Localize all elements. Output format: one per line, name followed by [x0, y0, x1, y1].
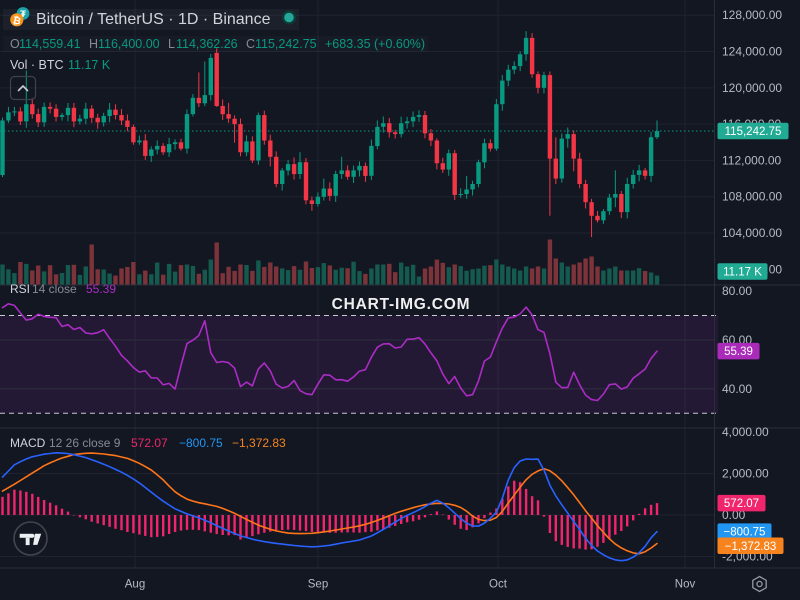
svg-text:CHART-IMG.COM: CHART-IMG.COM — [332, 296, 471, 313]
svg-text:H: H — [89, 37, 98, 51]
svg-text:−800.75: −800.75 — [179, 436, 223, 450]
svg-text:Nov: Nov — [675, 579, 696, 591]
svg-text:114,362.26: 114,362.26 — [176, 37, 238, 51]
svg-text:₿: ₿ — [11, 14, 21, 27]
svg-text:Sep: Sep — [308, 579, 328, 591]
svg-text:−800.75: −800.75 — [724, 527, 766, 539]
svg-text:115,242.75: 115,242.75 — [255, 37, 317, 51]
svg-text:572.07: 572.07 — [131, 436, 168, 450]
svg-text:11.17 K: 11.17 K — [723, 267, 762, 279]
svg-text:4,000.00: 4,000.00 — [722, 425, 769, 439]
svg-text:L: L — [168, 37, 175, 51]
svg-text:124,000.00: 124,000.00 — [722, 45, 782, 59]
svg-text:11.17 K: 11.17 K — [68, 58, 111, 72]
svg-text:120,000.00: 120,000.00 — [722, 81, 782, 95]
svg-text:108,000.00: 108,000.00 — [722, 190, 782, 204]
svg-text:Bitcoin / TetherUS · 1D · Bina: Bitcoin / TetherUS · 1D · Binance — [36, 11, 271, 28]
svg-text:116,400.00: 116,400.00 — [98, 37, 160, 51]
svg-text:14 close: 14 close — [32, 282, 77, 296]
svg-text:MACD: MACD — [10, 436, 46, 450]
svg-text:C: C — [246, 37, 255, 51]
svg-text:128,000.00: 128,000.00 — [722, 8, 782, 22]
svg-text:Vol · BTC: Vol · BTC — [10, 58, 64, 72]
svg-text:0.00: 0.00 — [722, 508, 746, 522]
svg-text:2,000.00: 2,000.00 — [722, 467, 769, 481]
svg-text:O: O — [10, 37, 20, 51]
svg-text:572.07: 572.07 — [724, 498, 759, 510]
svg-text:Oct: Oct — [489, 579, 508, 591]
svg-text:55.39: 55.39 — [86, 282, 116, 296]
svg-text:112,000.00: 112,000.00 — [722, 153, 781, 167]
svg-text:104,000.00: 104,000.00 — [722, 226, 782, 240]
svg-text:₮: ₮ — [20, 9, 26, 20]
svg-text:115,242.75: 115,242.75 — [725, 126, 782, 138]
svg-text:−1,372.83: −1,372.83 — [725, 541, 776, 553]
svg-text:−1,372.83: −1,372.83 — [232, 436, 286, 450]
svg-text:+683.35 (+0.60%): +683.35 (+0.60%) — [325, 37, 425, 51]
svg-text:114,559.41: 114,559.41 — [19, 37, 81, 51]
svg-text:40.00: 40.00 — [722, 382, 752, 396]
svg-text:55.39: 55.39 — [724, 346, 753, 358]
svg-text:80.00: 80.00 — [722, 284, 752, 298]
svg-text:Aug: Aug — [125, 579, 145, 591]
svg-text:RSI: RSI — [10, 282, 30, 296]
svg-text:12 26 close 9: 12 26 close 9 — [49, 436, 121, 450]
